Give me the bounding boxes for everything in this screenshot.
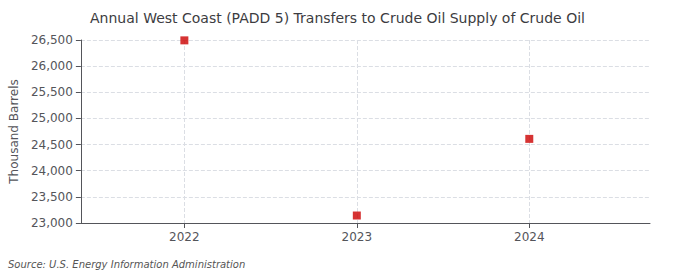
svg-text:2024: 2024 bbox=[514, 230, 545, 244]
svg-text:Annual West Coast (PADD 5) Tra: Annual West Coast (PADD 5) Transfers to … bbox=[90, 10, 585, 26]
svg-text:23,500: 23,500 bbox=[31, 190, 73, 204]
svg-text:2022: 2022 bbox=[169, 230, 200, 244]
svg-text:Thousand Barrels: Thousand Barrels bbox=[7, 79, 21, 184]
svg-text:24,500: 24,500 bbox=[31, 138, 73, 152]
svg-text:Source: U.S. Energy Informatio: Source: U.S. Energy Information Administ… bbox=[8, 259, 245, 270]
svg-text:25,500: 25,500 bbox=[31, 85, 73, 99]
svg-text:2023: 2023 bbox=[342, 230, 373, 244]
svg-text:24,000: 24,000 bbox=[31, 164, 73, 178]
svg-text:23,000: 23,000 bbox=[31, 216, 73, 230]
svg-text:25,000: 25,000 bbox=[31, 111, 73, 125]
svg-text:26,500: 26,500 bbox=[31, 33, 73, 47]
svg-text:26,000: 26,000 bbox=[31, 59, 73, 73]
